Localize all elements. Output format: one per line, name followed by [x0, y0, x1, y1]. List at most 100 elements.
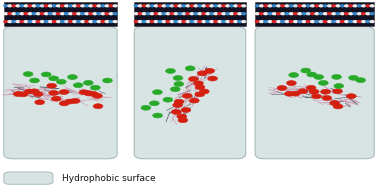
Circle shape: [202, 13, 206, 15]
Circle shape: [309, 89, 319, 94]
Circle shape: [36, 5, 40, 7]
Circle shape: [311, 13, 314, 15]
Circle shape: [202, 21, 206, 22]
Circle shape: [264, 5, 268, 7]
Circle shape: [138, 13, 142, 15]
Circle shape: [36, 21, 40, 22]
Circle shape: [218, 21, 222, 22]
Circle shape: [32, 5, 36, 7]
Circle shape: [330, 101, 339, 105]
Circle shape: [57, 5, 60, 7]
Circle shape: [319, 5, 323, 7]
Circle shape: [113, 21, 117, 22]
Circle shape: [256, 5, 259, 7]
Circle shape: [93, 5, 97, 7]
Circle shape: [85, 5, 89, 7]
Circle shape: [199, 89, 209, 94]
Circle shape: [315, 13, 319, 15]
Circle shape: [65, 13, 68, 15]
Circle shape: [277, 85, 287, 90]
Circle shape: [222, 13, 226, 15]
Circle shape: [341, 21, 344, 22]
Circle shape: [59, 90, 69, 94]
Circle shape: [318, 81, 328, 85]
Circle shape: [142, 13, 146, 15]
Circle shape: [53, 21, 56, 22]
Circle shape: [307, 5, 310, 7]
Circle shape: [149, 101, 159, 106]
Circle shape: [290, 5, 293, 7]
Circle shape: [81, 5, 85, 7]
Circle shape: [134, 21, 138, 22]
Circle shape: [73, 83, 83, 88]
Circle shape: [102, 78, 112, 83]
Circle shape: [324, 5, 327, 7]
Circle shape: [349, 75, 358, 80]
Circle shape: [113, 5, 117, 7]
Circle shape: [24, 13, 28, 15]
Circle shape: [315, 5, 319, 7]
Circle shape: [12, 21, 16, 22]
Circle shape: [294, 21, 297, 22]
Circle shape: [289, 73, 299, 77]
Circle shape: [314, 74, 324, 79]
Circle shape: [166, 5, 170, 7]
Circle shape: [170, 87, 180, 92]
Circle shape: [8, 13, 12, 15]
Circle shape: [81, 21, 85, 22]
Circle shape: [45, 21, 48, 22]
Circle shape: [8, 21, 12, 22]
Circle shape: [205, 68, 215, 73]
Circle shape: [49, 76, 59, 81]
Circle shape: [298, 5, 302, 7]
Circle shape: [311, 94, 321, 99]
Circle shape: [83, 80, 93, 85]
Circle shape: [298, 13, 302, 15]
Circle shape: [210, 5, 214, 7]
Circle shape: [77, 21, 81, 22]
Circle shape: [186, 21, 190, 22]
Circle shape: [234, 21, 238, 22]
Circle shape: [68, 75, 77, 80]
Circle shape: [138, 5, 142, 7]
Circle shape: [47, 83, 57, 88]
Circle shape: [230, 5, 234, 7]
Circle shape: [332, 21, 336, 22]
Circle shape: [332, 74, 341, 79]
Circle shape: [214, 13, 218, 15]
Circle shape: [60, 13, 64, 15]
Circle shape: [277, 21, 280, 22]
Circle shape: [319, 13, 323, 15]
Circle shape: [138, 21, 142, 22]
Circle shape: [238, 5, 242, 7]
Circle shape: [194, 13, 198, 15]
Circle shape: [113, 13, 117, 15]
Circle shape: [174, 99, 184, 104]
Circle shape: [142, 21, 146, 22]
Circle shape: [322, 95, 332, 100]
Circle shape: [73, 13, 76, 15]
Circle shape: [20, 5, 24, 7]
Circle shape: [195, 85, 205, 90]
Circle shape: [198, 21, 202, 22]
Circle shape: [73, 5, 76, 7]
Circle shape: [307, 21, 310, 22]
Circle shape: [18, 92, 28, 97]
Circle shape: [109, 5, 113, 7]
Circle shape: [40, 21, 44, 22]
Circle shape: [349, 5, 353, 7]
Circle shape: [285, 21, 289, 22]
Circle shape: [190, 5, 194, 7]
Circle shape: [328, 21, 332, 22]
Circle shape: [290, 91, 300, 96]
Circle shape: [33, 92, 43, 97]
Circle shape: [186, 5, 190, 7]
Circle shape: [48, 13, 52, 15]
Circle shape: [45, 5, 48, 7]
Circle shape: [20, 21, 24, 22]
Circle shape: [307, 13, 310, 15]
Circle shape: [150, 21, 154, 22]
Circle shape: [32, 21, 36, 22]
Circle shape: [334, 84, 344, 88]
Circle shape: [353, 21, 357, 22]
